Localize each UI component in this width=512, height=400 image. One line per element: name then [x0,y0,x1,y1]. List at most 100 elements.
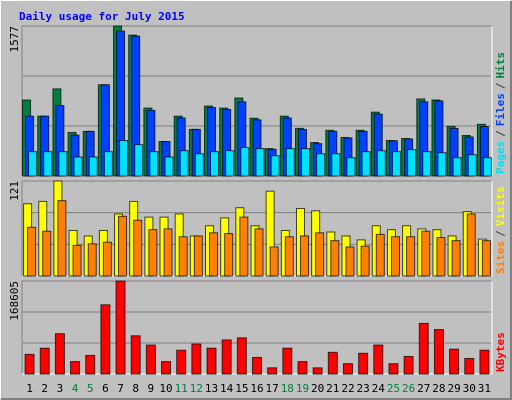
bar [406,236,416,277]
x-tick-label: 31 [478,382,491,395]
bar [118,215,128,277]
bar [464,358,475,375]
bar [133,219,143,277]
bar [239,216,249,277]
bar [254,228,264,277]
x-tick-label: 18 [281,382,294,395]
bar [149,151,159,177]
bar [236,337,247,375]
x-tick-label: 14 [220,382,234,395]
bar [437,152,447,177]
x-tick-label: 22 [341,382,354,395]
x-tick-label: 28 [432,382,445,395]
bar [299,235,309,277]
legend-separator: / [494,230,507,237]
bar [285,148,295,177]
y-tick-label: 121 [8,181,21,201]
chart-title: Daily usage for July 2015 [19,10,185,23]
x-tick-label: 17 [266,382,279,395]
bar [102,241,112,277]
bar [269,246,279,277]
bar [225,150,235,177]
bar [85,354,96,375]
x-tick-label: 10 [159,382,172,395]
x-tick-label: 19 [296,382,309,395]
bar [284,236,294,277]
x-tick-label: 11 [175,382,188,395]
bar [452,157,462,177]
bar [193,235,203,277]
x-tick-label: 27 [417,382,430,395]
x-tick-label: 1 [26,382,33,395]
x-tick-label: 21 [326,382,339,395]
bar [467,154,477,177]
bar [297,361,308,375]
bar [119,140,129,177]
x-tick-label: 26 [402,382,415,395]
x-tick-label: 12 [190,382,203,395]
bar [178,236,188,277]
bar [315,232,325,277]
x-tick-label: 5 [87,382,94,395]
bar [388,363,399,375]
x-tick-label: 16 [250,382,263,395]
y-tick-label: 168605 [8,281,21,321]
bar [433,329,444,375]
bar [148,229,158,277]
bar [39,347,50,375]
legend-separator: / [494,82,507,89]
bar [270,155,280,177]
y-tick-label: 1577 [8,26,21,53]
bar [422,151,432,177]
bar [43,151,53,177]
x-tick-label: 23 [357,382,370,395]
bar [407,149,417,177]
bar [282,347,293,375]
bar [376,150,386,177]
bar [28,151,38,177]
bar [345,246,355,277]
x-tick-label: 13 [205,382,218,395]
bar [70,361,81,375]
bar [27,226,37,277]
bar [57,200,67,277]
bar [72,244,82,277]
x-tick-label: 3 [57,382,64,395]
bar [481,240,491,277]
bar [360,245,370,277]
bar [375,233,385,277]
bar [87,243,97,277]
bar [421,230,431,277]
bar [346,157,356,177]
bar [206,347,217,375]
bar [100,304,111,375]
bar [466,213,476,277]
bar [373,344,384,375]
bar [42,230,52,277]
bar [391,151,401,177]
bar [161,361,172,375]
bar [403,355,414,375]
bar [255,148,265,177]
legend-entry: Hits [494,52,507,79]
legend: Sites / Visits [494,187,507,275]
bar [164,156,174,177]
bar [24,353,35,375]
bar [451,240,461,277]
bar [130,335,141,375]
bar [58,151,68,177]
x-tick-label: 20 [311,382,324,395]
bar [436,237,446,277]
x-tick-label: 4 [72,382,79,395]
bar [191,343,202,375]
x-tick-label: 15 [235,382,248,395]
bar [176,349,187,375]
legend-separator: / [494,130,507,137]
bar [331,153,341,177]
legend-entry: KBytes [494,332,507,372]
bar [163,228,173,277]
bar [88,156,98,177]
bar [418,322,429,375]
x-tick-label: 8 [132,382,139,395]
